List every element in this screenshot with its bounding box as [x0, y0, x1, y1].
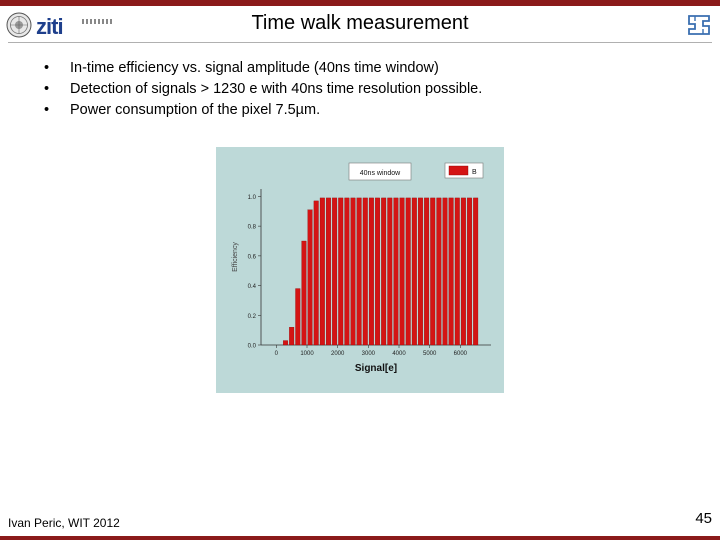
x-tick-label: 0	[275, 351, 279, 357]
bar	[399, 197, 405, 346]
bar	[283, 340, 288, 346]
x-tick-label: 4000	[392, 351, 406, 357]
bar	[436, 197, 442, 346]
bar	[418, 197, 423, 346]
bullet-text: Power consumption of the pixel 7.5µm.	[70, 102, 321, 118]
bar	[332, 197, 338, 346]
bullet-glyph: •	[44, 102, 50, 118]
bar	[326, 197, 331, 346]
bar	[301, 240, 307, 346]
bar	[460, 197, 466, 346]
bullet-list: • In-time efficiency vs. signal amplitude…	[44, 58, 482, 121]
y-tick-label: 1.0	[248, 195, 257, 201]
bar	[375, 197, 380, 346]
x-tick-label: 2000	[331, 351, 345, 357]
institute-logo-icon	[688, 15, 710, 35]
y-axis-label: Efficiency	[232, 242, 239, 272]
bar	[338, 197, 344, 346]
bar	[356, 197, 362, 346]
x-tick-label: 6000	[454, 351, 468, 357]
university-seal-icon	[6, 12, 32, 38]
bar	[319, 197, 325, 346]
bar	[368, 197, 374, 346]
footer-author: Ivan Peric, WIT 2012	[8, 516, 120, 530]
bar	[454, 197, 460, 346]
bullet-item: • In-time efficiency vs. signal amplitude…	[44, 58, 482, 79]
x-tick-label: 1000	[300, 351, 314, 357]
bullet-text: Detection of signals > 1230 e with 40ns …	[70, 81, 483, 97]
bottom-accent-bar	[0, 536, 720, 540]
bar	[430, 197, 436, 346]
x-tick-label: 5000	[423, 351, 437, 357]
y-tick-label: 0.4	[248, 284, 257, 290]
legend-swatch	[448, 165, 469, 176]
title-box-frame	[348, 162, 412, 181]
bullet-item: • Detection of signals > 1230 e with 40ns…	[44, 79, 482, 100]
bar	[307, 209, 313, 346]
bar	[350, 197, 356, 346]
page-number: 45	[695, 510, 712, 527]
bar	[473, 197, 479, 346]
bullet-glyph: •	[44, 60, 50, 76]
bullet-text: In-time efficiency vs. signal amplitude …	[70, 60, 439, 76]
bar	[467, 197, 472, 346]
bar	[411, 197, 417, 346]
bullet-item: • Power consumption of the pixel 7.5µm.	[44, 100, 482, 121]
bar	[387, 197, 393, 346]
y-tick-label: 0.8	[248, 225, 257, 231]
bar	[381, 197, 387, 346]
y-tick-label: 0.0	[248, 344, 257, 350]
bar	[442, 197, 448, 346]
bar	[393, 197, 399, 346]
legend-label: B	[472, 169, 477, 176]
x-tick-label: 3000	[362, 351, 376, 357]
bar	[344, 197, 350, 346]
chart-title-box: 40ns window	[360, 170, 401, 177]
bar	[448, 197, 454, 346]
top-accent-bar	[0, 0, 720, 6]
efficiency-chart: 0.0 0.2 0.4 0.6 0.8 1.0 0 1000 2000 3000 4000 5000 6…	[216, 147, 504, 393]
bar	[295, 288, 301, 346]
bar	[405, 197, 411, 346]
slide-title: Time walk measurement	[251, 12, 469, 34]
bar	[424, 197, 430, 346]
efficiency-chart-svg: 0.0 0.2 0.4 0.6 0.8 1.0 0 1000 2000 3000 4000 5000 6…	[232, 162, 491, 374]
y-tick-label: 0.2	[248, 314, 257, 320]
bullet-glyph: •	[44, 81, 50, 97]
title-divider	[8, 42, 712, 43]
bar	[362, 197, 368, 346]
x-axis-label: Signal[e]	[355, 363, 397, 374]
bar	[313, 200, 319, 346]
y-tick-label: 0.6	[248, 254, 257, 260]
bar	[289, 327, 295, 346]
ziti-logo: ziti	[36, 14, 112, 40]
